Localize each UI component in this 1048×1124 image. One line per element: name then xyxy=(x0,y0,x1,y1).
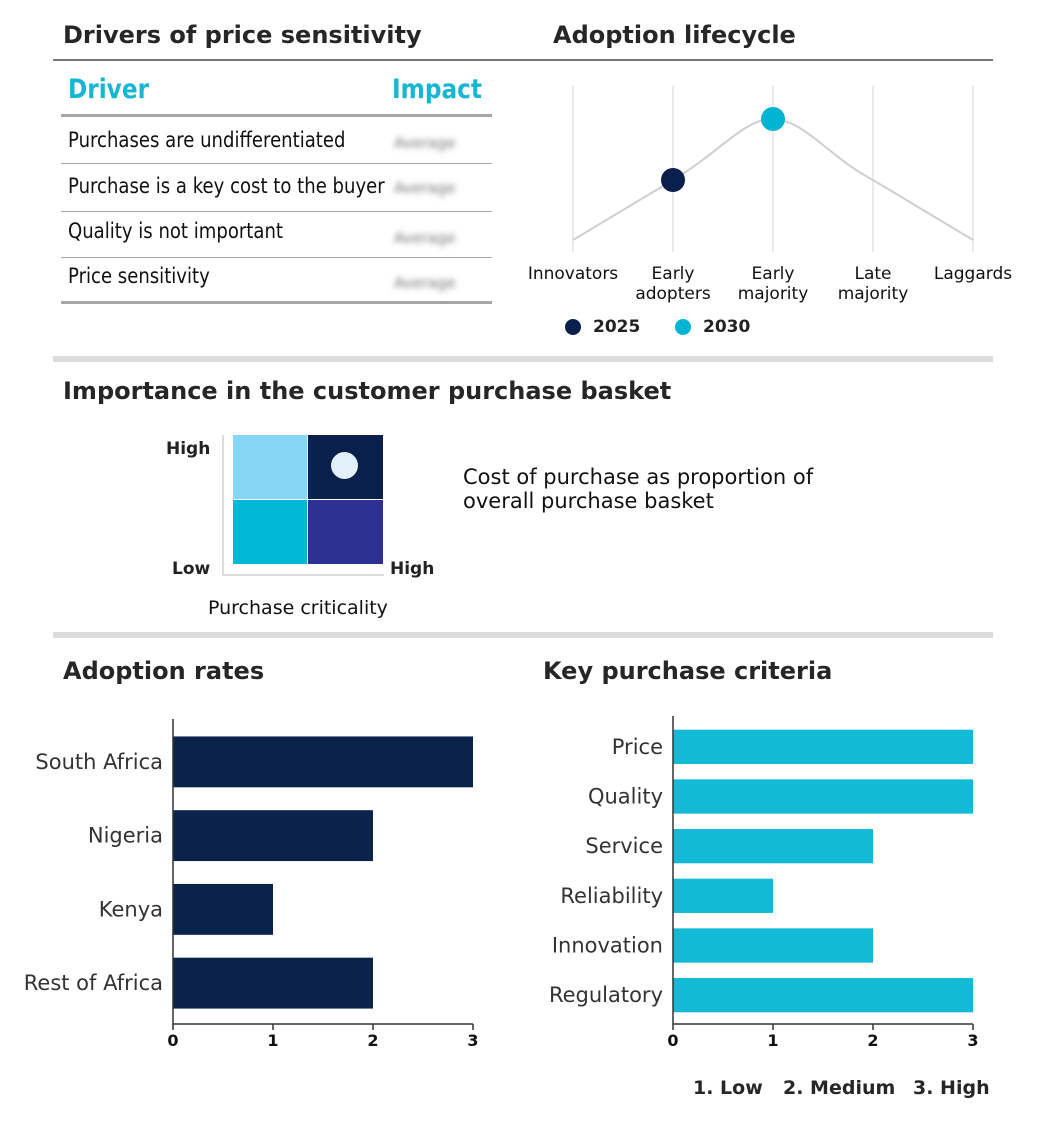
impact-row-4: Average xyxy=(394,274,456,292)
adoption-rates-title: Adoption rates xyxy=(63,657,265,685)
adoption-bar-nigeria xyxy=(173,810,373,862)
kpc-category-label: Innovation xyxy=(552,934,663,958)
adoption-x-tick-label: 1 xyxy=(267,1031,278,1050)
top-divider xyxy=(53,59,993,61)
kpc-x-tick-label: 1 xyxy=(767,1031,778,1050)
kpc-bar-quality xyxy=(673,779,973,814)
driver-row-4: Price sensitivity xyxy=(68,264,210,288)
impact-row-1: Average xyxy=(394,134,456,152)
legend-2030-label: 2030 xyxy=(703,317,751,337)
basket-description: Cost of purchase as proportion of overal… xyxy=(463,465,814,513)
stage-laggards: Laggards xyxy=(933,264,1013,284)
stage-early-adopters: Early adopters xyxy=(635,264,711,304)
adoption-x-tick-label: 0 xyxy=(167,1031,178,1050)
adoption-category-label: Rest of Africa xyxy=(24,971,163,995)
kpc-bar-reliability xyxy=(673,878,773,913)
stage-innovators: Innovators xyxy=(527,264,619,284)
adoption-x-tick-label: 3 xyxy=(467,1031,478,1050)
driver-row-3: Quality is not important xyxy=(68,219,283,243)
driver-column-header: Driver xyxy=(68,74,150,105)
kpc-x-tick-label: 0 xyxy=(667,1031,678,1050)
kpc-category-label: Quality xyxy=(588,785,663,809)
table-row-rule xyxy=(61,257,492,258)
adoption-rates-chart: South Africa Nigeria Kenya Rest of Africa 0 1… xyxy=(24,719,479,1050)
basket-x-axis xyxy=(222,574,384,576)
basket-y-low: Low xyxy=(172,559,211,579)
driver-row-2: Purchase is a key cost to the buyer xyxy=(68,174,385,198)
kpc-bar-innovation xyxy=(673,928,873,963)
table-row-rule xyxy=(61,211,492,212)
kpc-category-label: Regulatory xyxy=(549,983,663,1007)
kpc-chart: Price Quality Service Reliability Innovation… xyxy=(549,716,979,1050)
lifecycle-chart xyxy=(572,86,974,252)
lifecycle-title: Adoption lifecycle xyxy=(553,21,796,49)
marker-2025 xyxy=(661,168,685,192)
kpc-bar-regulatory xyxy=(673,978,973,1013)
impact-row-3: Average xyxy=(394,229,456,247)
adoption-category-label: South Africa xyxy=(35,750,163,774)
adoption-category-label: Nigeria xyxy=(88,824,163,848)
quadrant-bottom-left xyxy=(233,500,307,564)
scale-legend-high: 3. High xyxy=(913,1077,990,1099)
impact-row-2: Average xyxy=(394,179,456,197)
kpc-category-label: Service xyxy=(585,834,663,858)
adoption-bar-rest-of-africa xyxy=(173,957,373,1009)
scale-legend-low: 1. Low xyxy=(693,1077,763,1099)
kpc-category-label: Price xyxy=(612,735,663,759)
kpc-bar-price xyxy=(673,729,973,764)
stage-late-majority: Late majority xyxy=(837,264,909,304)
basket-y-axis xyxy=(222,435,224,576)
quadrant-bottom-right xyxy=(308,500,383,564)
scale-legend-medium: 2. Medium xyxy=(783,1077,896,1099)
stage-early-majority: Early majority xyxy=(737,264,809,304)
basket-title: Importance in the customer purchase bask… xyxy=(63,377,672,405)
kpc-x-tick-label: 2 xyxy=(867,1031,878,1050)
quadrant-top-left xyxy=(233,435,307,499)
legend-2025-label: 2025 xyxy=(593,317,641,337)
basket-position-marker xyxy=(331,452,358,479)
marker-2030 xyxy=(761,107,785,131)
section-divider xyxy=(53,632,993,638)
basket-x-label: Purchase criticality xyxy=(208,597,388,619)
drivers-title: Drivers of price sensitivity xyxy=(63,21,422,49)
legend-2025-swatch xyxy=(565,319,581,335)
adoption-bar-kenya xyxy=(173,883,273,935)
impact-column-header: Impact xyxy=(392,74,482,105)
section-divider xyxy=(53,356,993,362)
basket-y-high: High xyxy=(166,439,211,459)
table-row-rule xyxy=(61,163,492,164)
adoption-bar-south-africa xyxy=(173,736,473,788)
legend-2030-swatch xyxy=(675,319,691,335)
adoption-category-label: Kenya xyxy=(99,897,163,921)
kpc-x-tick-label: 3 xyxy=(967,1031,978,1050)
kpc-category-label: Reliability xyxy=(560,884,663,908)
kpc-title: Key purchase criteria xyxy=(543,657,833,685)
table-bottom-rule xyxy=(61,301,492,304)
kpc-bar-service xyxy=(673,829,873,864)
driver-row-1: Purchases are undifferentiated xyxy=(68,128,346,152)
basket-x-high: High xyxy=(390,559,435,579)
adoption-x-tick-label: 2 xyxy=(367,1031,378,1050)
table-header-rule xyxy=(61,114,492,117)
